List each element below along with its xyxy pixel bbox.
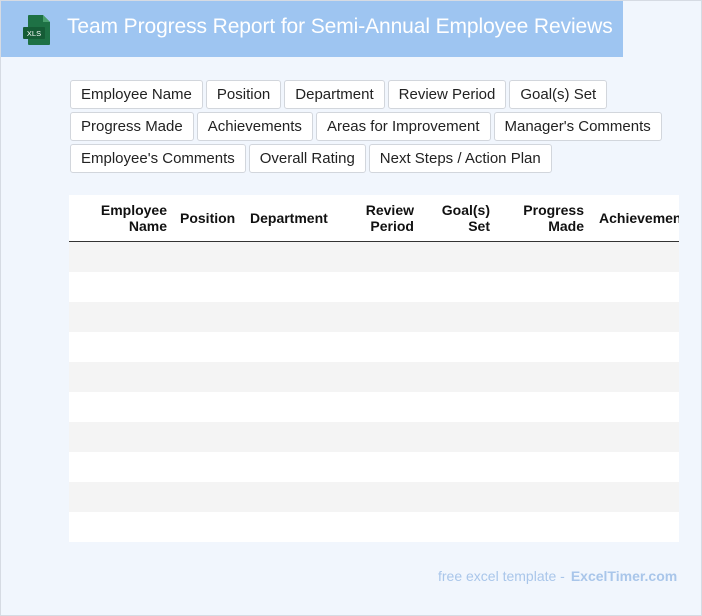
header-line: Review — [365, 202, 414, 218]
field-chip-list: Employee Name Position Department Review… — [70, 80, 680, 176]
title-bar: XLS Team Progress Report for Semi-Annual… — [1, 1, 623, 57]
header-line: Goal(s) — [441, 202, 490, 218]
header-line: Employee — [100, 202, 167, 218]
footer-credit: free excel template - ExcelTimer.com — [438, 568, 677, 584]
column-header-progress-made[interactable]: Progress Made — [499, 195, 584, 241]
chip-row: Employee Name Position Department Review… — [70, 80, 680, 109]
chip-employee-name[interactable]: Employee Name — [70, 80, 203, 109]
header-line: Position — [180, 210, 236, 226]
column-header-department[interactable]: Department — [250, 195, 328, 241]
chip-row: Progress Made Achievements Areas for Imp… — [70, 112, 680, 141]
table-row[interactable] — [69, 512, 679, 542]
header-line: Set — [468, 218, 490, 234]
chip-managers-comments[interactable]: Manager's Comments — [493, 112, 662, 141]
chip-achievements[interactable]: Achievements — [196, 112, 313, 141]
table-row[interactable] — [69, 482, 679, 512]
table-row[interactable] — [69, 392, 679, 422]
chip-position[interactable]: Position — [205, 80, 282, 109]
column-header-goals-set[interactable]: Goal(s) Set — [420, 195, 490, 241]
header-line: Period — [370, 218, 414, 234]
chip-row: Employee's Comments Overall Rating Next … — [70, 144, 680, 173]
header-line: Progress — [523, 202, 584, 218]
table-row[interactable] — [69, 302, 679, 332]
column-header-employee-name[interactable]: Employee Name — [69, 195, 167, 241]
xls-icon-label: XLS — [27, 29, 41, 38]
header-line: Department — [250, 210, 328, 226]
chip-goals-set[interactable]: Goal(s) Set — [509, 80, 608, 109]
table-row[interactable] — [69, 452, 679, 482]
table-row[interactable] — [69, 242, 679, 272]
xls-file-icon: XLS — [23, 15, 50, 45]
review-table: Employee Name Position Department Review P… — [69, 195, 679, 542]
column-header-review-period[interactable]: Review Period — [334, 195, 414, 241]
chip-department[interactable]: Department — [284, 80, 385, 109]
footer-brand-link[interactable]: ExcelTimer.com — [570, 568, 678, 584]
chip-employees-comments[interactable]: Employee's Comments — [70, 144, 246, 173]
chip-review-period[interactable]: Review Period — [387, 80, 507, 109]
table-header: Employee Name Position Department Review P… — [69, 195, 679, 242]
table-row[interactable] — [69, 422, 679, 452]
table-row[interactable] — [69, 332, 679, 362]
header-line: Name — [128, 218, 167, 234]
chip-progress-made[interactable]: Progress Made — [70, 112, 194, 141]
chip-areas-for-improvement[interactable]: Areas for Improvement — [315, 112, 491, 141]
header-line: Made — [548, 218, 584, 234]
table-body — [69, 242, 679, 542]
page-title: Team Progress Report for Semi-Annual Emp… — [67, 15, 613, 38]
header-line: Achievements — [599, 210, 679, 226]
column-header-position[interactable]: Position — [180, 195, 235, 241]
table-row[interactable] — [69, 362, 679, 392]
chip-overall-rating[interactable]: Overall Rating — [248, 144, 366, 173]
footer-text: free excel template - — [438, 568, 565, 584]
table-row[interactable] — [69, 272, 679, 302]
column-header-achievements[interactable]: Achievements — [599, 195, 679, 241]
chip-next-steps[interactable]: Next Steps / Action Plan — [368, 144, 552, 173]
